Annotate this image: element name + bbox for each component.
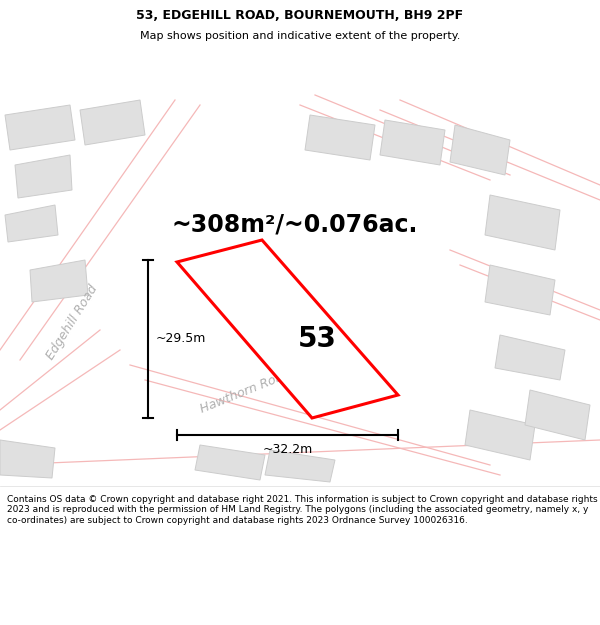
Polygon shape [380,120,445,165]
Text: ~32.2m: ~32.2m [262,443,313,456]
Polygon shape [525,390,590,440]
Text: Contains OS data © Crown copyright and database right 2021. This information is : Contains OS data © Crown copyright and d… [7,495,598,524]
Polygon shape [30,260,88,302]
Polygon shape [5,205,58,242]
Polygon shape [305,115,375,160]
Polygon shape [80,100,145,145]
Text: Edgehill Road: Edgehill Road [44,282,100,362]
Polygon shape [5,105,75,150]
Polygon shape [177,240,398,418]
Polygon shape [15,155,72,198]
Text: 53, EDGEHILL ROAD, BOURNEMOUTH, BH9 2PF: 53, EDGEHILL ROAD, BOURNEMOUTH, BH9 2PF [136,9,464,22]
Polygon shape [195,445,265,480]
Polygon shape [465,410,535,460]
Text: ~308m²/~0.076ac.: ~308m²/~0.076ac. [172,213,418,237]
Polygon shape [0,440,55,478]
Text: Hawthorn Road: Hawthorn Road [198,368,292,416]
Text: Map shows position and indicative extent of the property.: Map shows position and indicative extent… [140,31,460,41]
Polygon shape [485,265,555,315]
Polygon shape [485,195,560,250]
Text: ~29.5m: ~29.5m [156,332,206,346]
Polygon shape [450,125,510,175]
Text: 53: 53 [298,325,337,352]
Polygon shape [265,450,335,482]
Polygon shape [495,335,565,380]
